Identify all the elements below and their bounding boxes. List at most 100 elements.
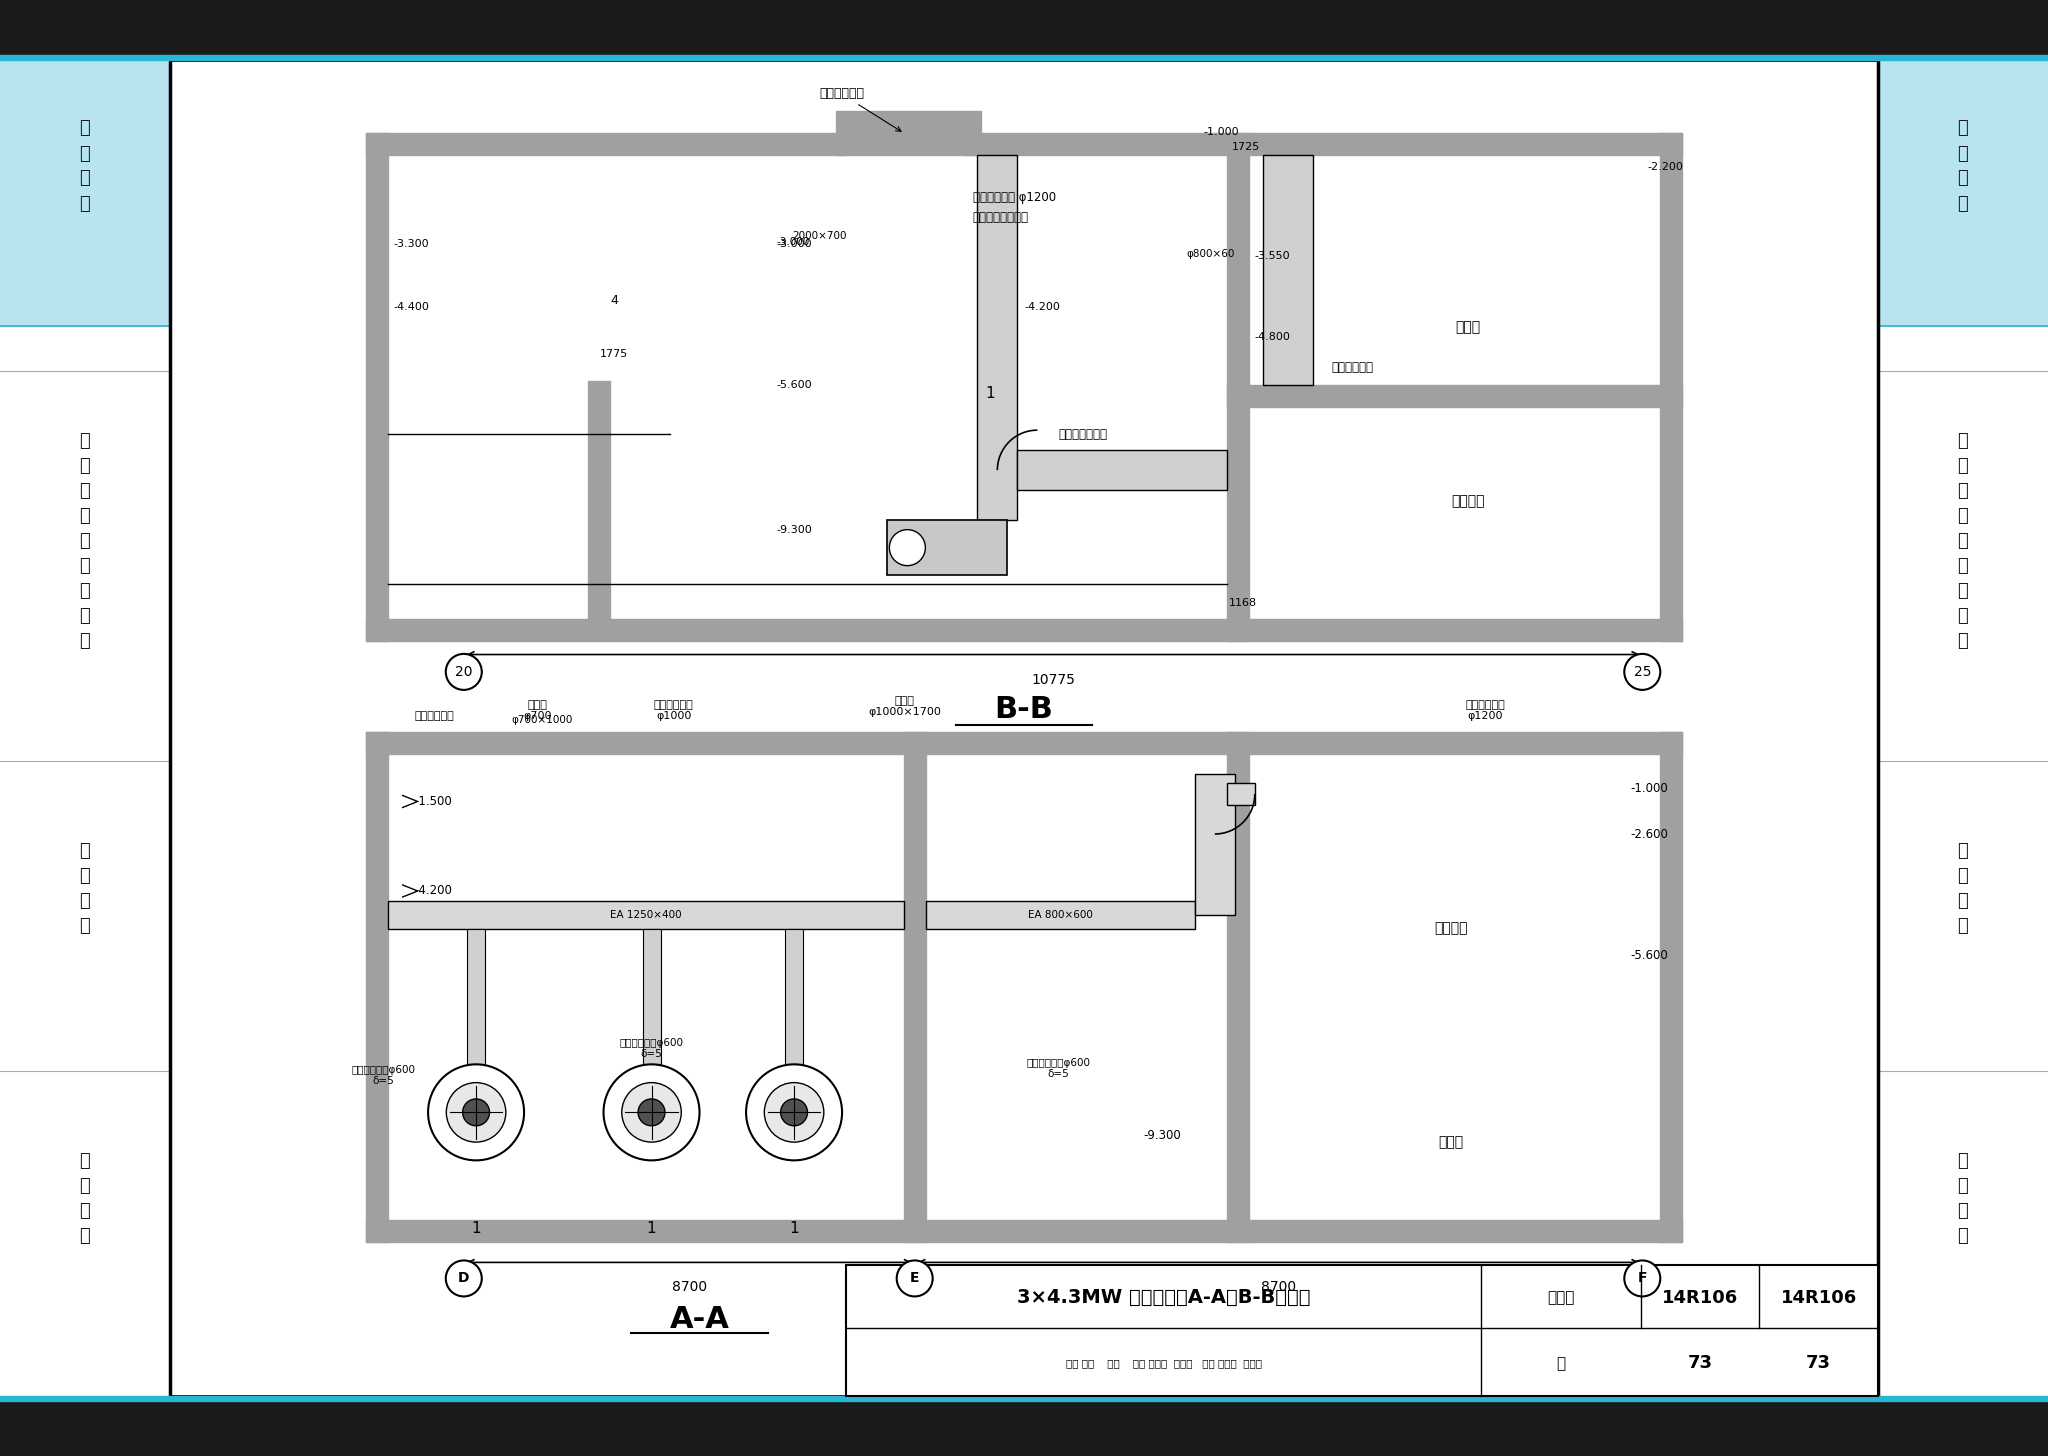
Text: 73: 73 (1688, 1354, 1712, 1372)
Text: 不锈钢板烟道φ600
δ=5: 不锈钢板烟道φ600 δ=5 (1026, 1059, 1090, 1079)
Text: -3.550: -3.550 (1255, 252, 1290, 262)
Bar (367, 134, 844, 156)
Text: B-B: B-B (995, 695, 1053, 724)
Circle shape (745, 1064, 842, 1160)
Text: 10775: 10775 (1030, 673, 1075, 687)
Text: -3.300: -3.300 (393, 239, 430, 249)
Circle shape (1624, 654, 1661, 690)
Text: 手动断路蝶阀: 手动断路蝶阀 (1331, 361, 1374, 374)
Text: -3.000: -3.000 (776, 237, 809, 246)
Bar (170, 60, 1878, 1396)
Bar (1878, 60, 2048, 1396)
Circle shape (623, 1083, 682, 1142)
FancyArrow shape (1194, 775, 1235, 914)
Text: -2.200: -2.200 (1647, 162, 1683, 172)
Bar (643, 929, 662, 1064)
Bar (0, 60, 170, 1396)
Text: 编
制
说
明: 编 制 说 明 (80, 1152, 90, 1245)
Circle shape (780, 1099, 807, 1125)
Bar (1659, 732, 1681, 1242)
Bar (0, 371, 170, 711)
Bar (903, 732, 926, 1242)
Bar (367, 732, 389, 1242)
Text: 工
程
实
例: 工 程 实 例 (80, 119, 90, 213)
Text: E: E (909, 1271, 920, 1286)
Text: 8700: 8700 (1262, 1280, 1296, 1294)
Text: -1.500: -1.500 (414, 795, 453, 808)
Text: 2000×700: 2000×700 (793, 232, 846, 242)
Circle shape (604, 1064, 700, 1160)
Text: -5.600: -5.600 (776, 380, 811, 390)
Text: 图集号: 图集号 (1546, 1290, 1575, 1305)
Text: 14R106: 14R106 (1661, 1289, 1739, 1307)
Circle shape (764, 1083, 823, 1142)
Text: 1: 1 (471, 1222, 481, 1236)
Text: 不锈钢板烟道φ600
δ=5: 不锈钢板烟道φ600 δ=5 (352, 1064, 416, 1086)
Text: φ800×60: φ800×60 (1186, 249, 1235, 259)
Text: 相
关
术
语: 相 关 术 语 (1958, 842, 1968, 935)
Text: -2.600: -2.600 (1630, 828, 1669, 842)
Text: 25: 25 (1634, 665, 1651, 678)
Text: φ700×1000: φ700×1000 (512, 715, 573, 725)
Bar (367, 1220, 1681, 1242)
Bar (467, 929, 485, 1064)
Bar (0, 0, 2048, 55)
Text: F: F (1638, 1271, 1647, 1286)
Text: -4.400: -4.400 (393, 303, 430, 312)
Text: EA 1250×400: EA 1250×400 (610, 910, 682, 920)
Text: 8700: 8700 (672, 1280, 707, 1294)
Bar (389, 901, 903, 929)
Text: 变容管
φ1000×1700: 变容管 φ1000×1700 (868, 696, 940, 718)
Text: -5.600: -5.600 (1630, 949, 1667, 961)
Text: 20: 20 (455, 665, 473, 678)
Circle shape (428, 1064, 524, 1160)
Text: D: D (459, 1271, 469, 1286)
Bar (926, 901, 1194, 929)
Bar (0, 55, 2048, 60)
Circle shape (446, 654, 481, 690)
Text: 工
程
实
例: 工 程 实 例 (1958, 119, 1968, 213)
Bar (1659, 134, 1681, 641)
Bar (367, 732, 1681, 754)
Text: 设
计
技
术
原
则
与
要
点: 设 计 技 术 原 则 与 要 点 (80, 432, 90, 649)
Circle shape (889, 530, 926, 565)
Text: 接至屋面排入大气: 接至屋面排入大气 (973, 211, 1028, 224)
Text: 审核 吕宁    签字    校对 毛雅芳  光辉等   设计 庄景乐  赵子宁: 审核 吕宁 签字 校对 毛雅芳 光辉等 设计 庄景乐 赵子宁 (1065, 1358, 1262, 1369)
Bar (588, 380, 610, 619)
Text: EA 800×600: EA 800×600 (1028, 910, 1094, 920)
Text: 设
计
技
术
原
则
与
要
点: 设 计 技 术 原 则 与 要 点 (1958, 432, 1968, 649)
Text: 编
制
说
明: 编 制 说 明 (1958, 1152, 1968, 1245)
Text: 1: 1 (788, 1222, 799, 1236)
Bar (367, 134, 389, 641)
Bar (887, 520, 1008, 575)
Bar (0, 761, 170, 1016)
Text: 页: 页 (1556, 1356, 1565, 1370)
Text: 不锈钢板烟道: 不锈钢板烟道 (416, 712, 455, 721)
Text: 停车库: 停车库 (1438, 1136, 1464, 1149)
Bar (0, 1072, 170, 1326)
Bar (367, 619, 1681, 641)
Circle shape (639, 1099, 666, 1125)
Text: 4: 4 (610, 294, 618, 307)
Bar (1227, 732, 1249, 1242)
Bar (1227, 134, 1249, 641)
Bar (1264, 156, 1313, 386)
Bar (836, 112, 981, 156)
Bar (1227, 783, 1255, 805)
Bar (846, 1265, 1878, 1396)
Bar (0, 1396, 2048, 1401)
Bar (1878, 6, 2048, 326)
Text: 1725: 1725 (1233, 141, 1260, 151)
Text: -9.300: -9.300 (1143, 1128, 1182, 1142)
Text: -3.000: -3.000 (776, 239, 811, 249)
Bar (0, 1401, 2048, 1456)
Bar (1227, 386, 1681, 408)
Bar (1878, 1072, 2048, 1326)
Bar (977, 156, 1018, 520)
Text: 锅炉房泄爆口: 锅炉房泄爆口 (819, 87, 901, 131)
Text: A-A: A-A (670, 1305, 729, 1334)
Text: 烟道遏截蝶阀片: 烟道遏截蝶阀片 (1059, 428, 1108, 441)
Bar (1878, 761, 2048, 1016)
Text: 73: 73 (1806, 1354, 1831, 1372)
Text: 不锈钢板烟道 φ1200: 不锈钢板烟道 φ1200 (973, 191, 1057, 204)
